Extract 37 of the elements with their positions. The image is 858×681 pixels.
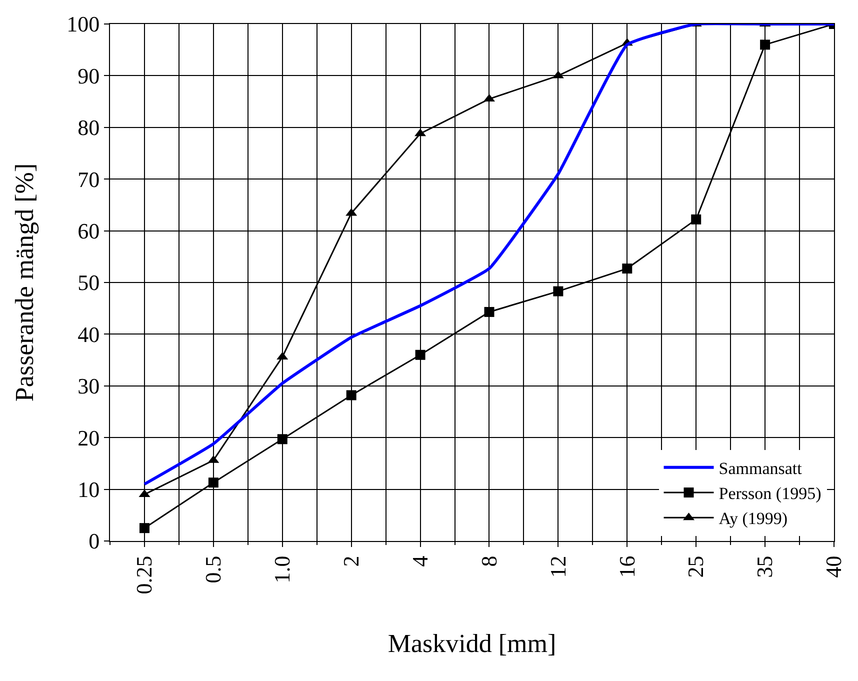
point <box>484 306 494 317</box>
y-tick-label: 40 <box>78 322 100 347</box>
x-tick-label: 0.5 <box>200 556 226 584</box>
x-tick-label: 2 <box>338 556 364 567</box>
y-tick-label: 50 <box>78 270 100 296</box>
x-tick-label: 35 <box>752 556 778 578</box>
y-tick-label: 20 <box>78 425 100 450</box>
point <box>622 264 632 274</box>
x-tick-label: 25 <box>683 556 708 578</box>
y-tick-label: 0 <box>88 528 100 554</box>
point <box>691 214 702 224</box>
y-tick-label: 100 <box>66 12 100 37</box>
legend-label: Sammansatt <box>718 459 802 478</box>
y-axis-title: Passerande mängd [%] <box>10 163 39 402</box>
point <box>208 478 218 488</box>
x-tick-label: 16 <box>614 556 640 578</box>
x-axis-title: Maskvidd [mm] <box>388 629 556 658</box>
x-tick-label: 8 <box>476 556 502 567</box>
y-tick-label: 60 <box>78 218 100 244</box>
x-tick-label: 1.0 <box>270 556 295 584</box>
x-tick-label: 40 <box>821 556 846 578</box>
legend-label: Persson (1995) <box>718 484 822 504</box>
y-tick-label: 80 <box>78 115 100 140</box>
x-tick-label: 4 <box>407 556 432 567</box>
point <box>139 523 150 534</box>
point <box>277 434 288 444</box>
y-tick-label: 70 <box>78 166 100 192</box>
y-tick-label: 10 <box>78 477 100 502</box>
point <box>553 286 564 296</box>
point <box>415 350 426 360</box>
point <box>760 40 770 50</box>
point <box>346 390 356 400</box>
legend-label: Ay (1999) <box>718 509 788 528</box>
y-tick-label: 90 <box>78 63 100 88</box>
y-tick-label: 30 <box>78 374 100 399</box>
x-tick-label: 12 <box>545 556 570 578</box>
x-tick-label: 0.25 <box>132 556 157 594</box>
